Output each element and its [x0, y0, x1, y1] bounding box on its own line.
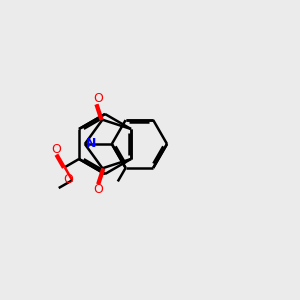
Text: N: N: [85, 137, 96, 150]
Text: O: O: [51, 143, 61, 156]
Text: O: O: [63, 173, 73, 186]
Text: O: O: [93, 92, 103, 105]
Text: O: O: [93, 183, 103, 196]
